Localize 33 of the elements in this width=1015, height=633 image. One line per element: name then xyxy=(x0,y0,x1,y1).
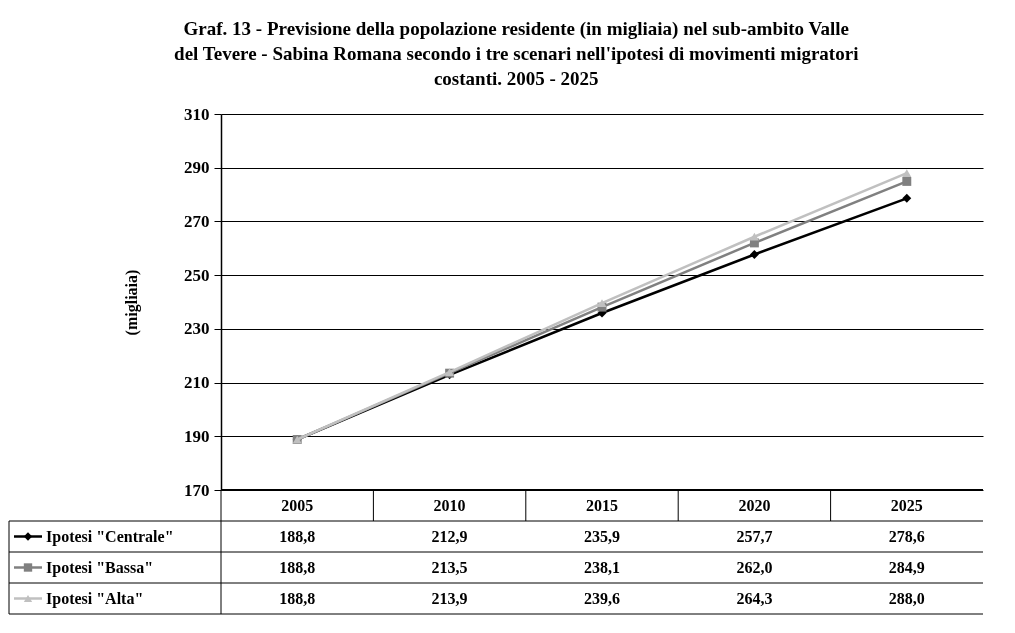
y-tick-label: 290 xyxy=(184,158,210,178)
data-label: 284,9 xyxy=(888,558,925,576)
y-tick-label: 190 xyxy=(184,426,210,446)
data-label: 188,8 xyxy=(279,589,316,607)
y-tick-label: 210 xyxy=(184,373,210,393)
y-axis-title: (migliaia) xyxy=(123,269,141,336)
data-label: 188,8 xyxy=(279,558,316,576)
data-label: 238,1 xyxy=(584,558,620,576)
y-tick-label: 170 xyxy=(184,480,210,500)
legend-label: Ipotesi "Alta" xyxy=(46,589,144,608)
data-label: 262,0 xyxy=(736,558,773,576)
x-tick-label: 2015 xyxy=(586,496,618,514)
data-label: 257,7 xyxy=(736,527,773,545)
legend-label: Ipotesi "Centrale" xyxy=(46,527,174,546)
data-label: 278,6 xyxy=(888,527,925,545)
y-tick-label: 310 xyxy=(184,104,210,124)
data-label: 239,6 xyxy=(584,589,620,607)
data-label: 188,8 xyxy=(279,527,316,545)
y-tick-label: 230 xyxy=(184,319,210,339)
chart-title: Graf. 13 - Previsione della popolazione residente (in migliaia) nel sub-ambito Valle del Tevere - Sabina Romana secondo i tre scenari nell'ipotesi di movimenti migratori costanti. 2005 - 2025 xyxy=(174,18,859,89)
data-label: 212,9 xyxy=(431,527,468,545)
y-tick-label: 250 xyxy=(184,265,210,285)
x-tick-label: 2005 xyxy=(281,496,314,514)
legend-label: Ipotesi "Bassa" xyxy=(46,558,154,577)
data-label: 288,0 xyxy=(888,589,925,607)
x-tick-label: 2020 xyxy=(738,496,771,514)
data-label: 213,5 xyxy=(431,558,468,576)
data-label: 235,9 xyxy=(584,527,620,545)
data-label: 264,3 xyxy=(736,589,773,607)
y-tick-label: 270 xyxy=(184,211,210,231)
x-tick-label: 2025 xyxy=(890,496,923,514)
x-tick-label: 2010 xyxy=(433,496,466,514)
data-label: 213,9 xyxy=(431,589,468,607)
